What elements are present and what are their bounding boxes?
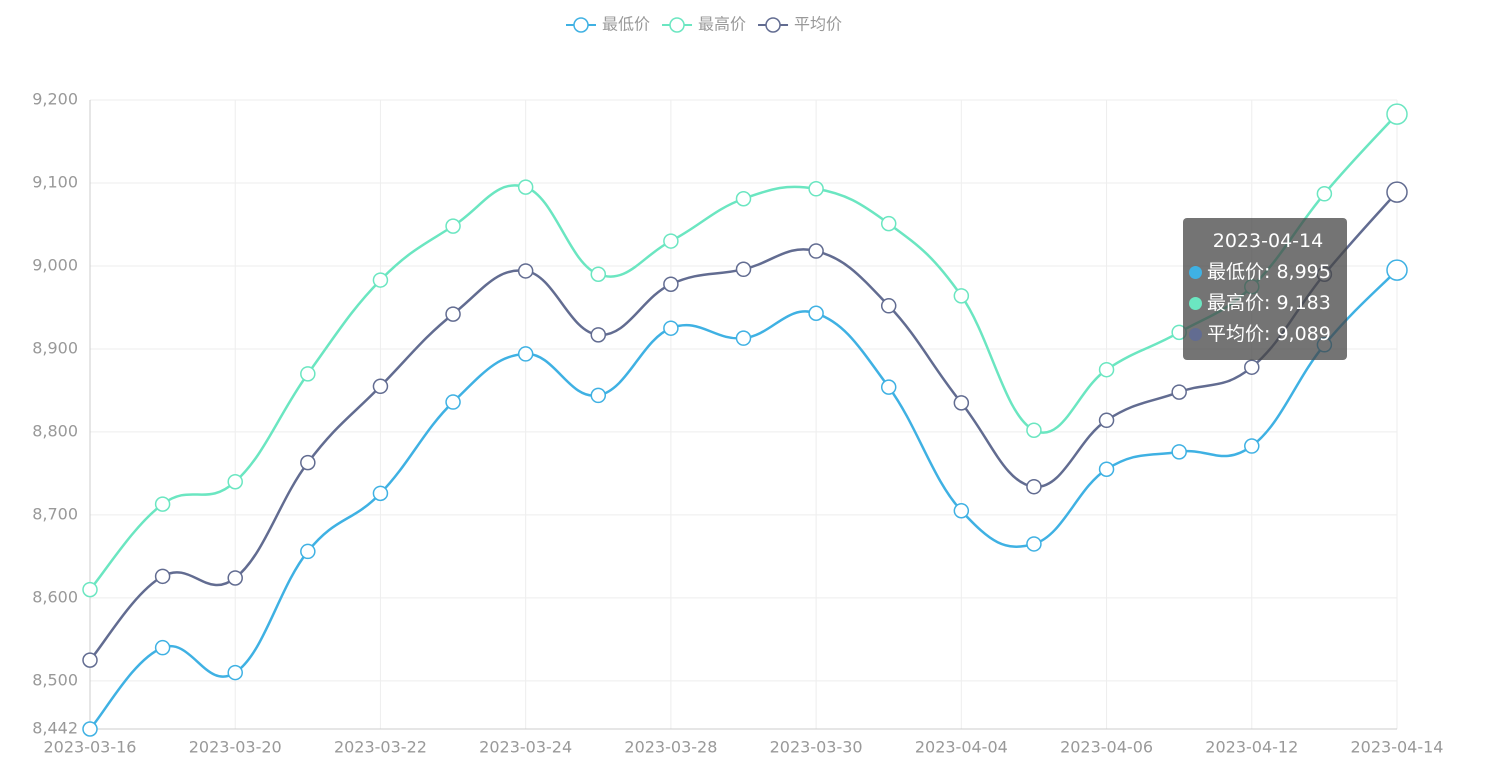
tooltip-text: 平均价: 9,089 <box>1207 323 1331 345</box>
data-point <box>663 233 679 249</box>
data-point <box>517 346 534 362</box>
data-point <box>517 263 534 279</box>
data-point <box>880 298 897 314</box>
data-point <box>1098 461 1115 478</box>
data-point <box>1386 181 1408 203</box>
data-point <box>154 639 171 656</box>
x-tick-label: 2023-03-16 <box>44 738 137 757</box>
legend-label: 平均价 <box>794 15 842 34</box>
data-point <box>300 366 316 382</box>
tooltip-row: 最高价: 9,183 <box>1183 288 1347 319</box>
x-tick-label: 2023-03-28 <box>624 738 717 757</box>
data-point <box>590 387 607 404</box>
data-point <box>735 330 752 346</box>
legend-icon <box>669 17 685 33</box>
tooltip-marker <box>1189 266 1202 279</box>
y-tick-label: 8,500 <box>32 670 78 689</box>
x-tick-label: 2023-03-20 <box>189 738 282 757</box>
data-point <box>1026 422 1042 439</box>
data-point <box>808 181 824 197</box>
data-point <box>372 378 389 395</box>
tooltip-row: 最低价: 8,995 <box>1183 257 1347 288</box>
data-point <box>445 306 461 322</box>
legend-icon <box>573 17 589 33</box>
y-tick-label: 8,900 <box>32 338 78 357</box>
legend-icon <box>765 17 781 33</box>
data-point <box>663 320 679 336</box>
data-point <box>735 190 752 207</box>
y-tick-label: 9,100 <box>32 172 78 191</box>
y-tick-label: 9,000 <box>32 255 78 274</box>
tooltip-marker <box>1189 297 1202 310</box>
data-point <box>808 243 824 259</box>
x-tick-label: 2023-03-24 <box>479 738 572 757</box>
data-point <box>1171 444 1187 460</box>
y-tick-label: 9,200 <box>32 90 78 109</box>
x-tick-label: 2023-03-30 <box>770 738 863 757</box>
data-point <box>154 568 171 585</box>
data-point <box>227 570 243 586</box>
data-point <box>953 395 970 411</box>
data-point <box>372 485 389 502</box>
y-tick-label: 8,800 <box>32 421 78 440</box>
data-point <box>590 266 607 283</box>
data-point <box>372 272 389 288</box>
data-point <box>1386 103 1408 125</box>
data-point <box>735 261 752 278</box>
data-point <box>1244 359 1260 375</box>
y-tick-label: 8,600 <box>32 587 78 606</box>
y-tick-label: 8,700 <box>32 504 78 523</box>
data-point <box>82 581 98 598</box>
data-point <box>953 288 970 304</box>
legend-label: 最高价 <box>698 15 746 34</box>
data-point <box>953 503 970 519</box>
tooltip-row: 平均价: 9,089 <box>1183 319 1347 350</box>
data-point <box>227 473 243 490</box>
legend-label: 最低价 <box>602 15 650 34</box>
x-tick-label: 2023-03-22 <box>334 738 427 757</box>
data-point <box>300 454 316 471</box>
tooltip-text: 最高价: 9,183 <box>1207 292 1331 314</box>
y-tick-label: 8,442 <box>32 719 78 738</box>
data-point <box>1098 361 1115 378</box>
data-point <box>82 721 98 737</box>
data-point <box>445 218 461 234</box>
x-tick-label: 2023-04-14 <box>1351 738 1444 757</box>
tooltip: 2023-04-14 最低价: 8,995 最高价: 9,183 平均价: 9,08… <box>1183 218 1347 360</box>
data-point <box>1171 384 1187 400</box>
data-point <box>1026 478 1042 495</box>
data-point <box>663 276 679 292</box>
data-point <box>1244 438 1260 454</box>
tooltip-title: 2023-04-14 <box>1212 230 1324 252</box>
tooltip-marker <box>1189 328 1202 341</box>
data-point <box>82 652 98 668</box>
data-point <box>154 496 171 512</box>
data-point <box>1026 536 1042 552</box>
data-point <box>1316 186 1333 202</box>
data-point <box>808 305 824 322</box>
data-point <box>1098 412 1115 429</box>
x-tick-label: 2023-04-06 <box>1060 738 1153 757</box>
tooltip-text: 最低价: 8,995 <box>1207 261 1331 283</box>
data-point <box>227 664 243 681</box>
legend: 最低价 最高价 平均价 <box>566 15 842 34</box>
x-tick-label: 2023-04-12 <box>1205 738 1298 757</box>
data-point <box>517 179 534 195</box>
x-tick-label: 2023-04-04 <box>915 738 1008 757</box>
data-point <box>300 543 316 560</box>
data-point <box>445 394 461 410</box>
data-point <box>1386 259 1408 281</box>
data-point <box>880 379 897 395</box>
data-point <box>880 215 897 232</box>
data-point <box>590 327 607 343</box>
